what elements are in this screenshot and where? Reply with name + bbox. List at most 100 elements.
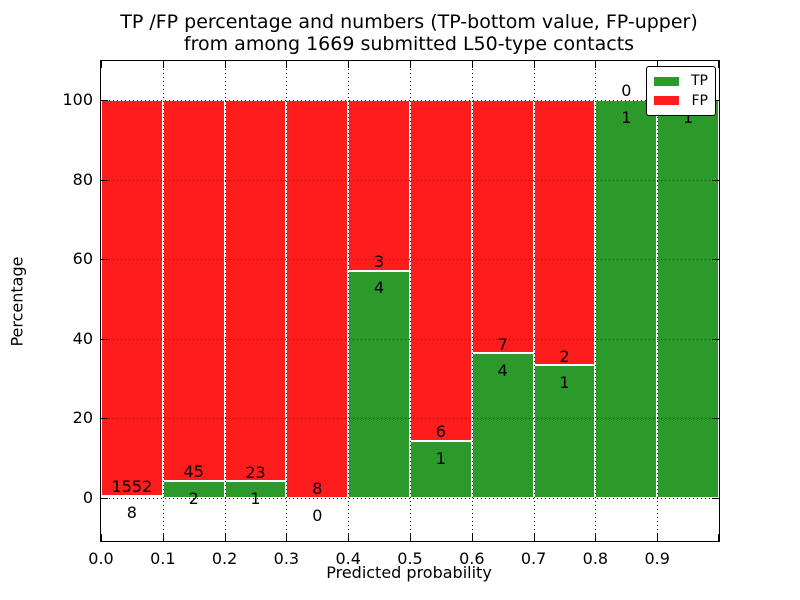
bar-count-label-tp: 1 (559, 372, 570, 392)
x-tick-mark (162, 61, 164, 68)
bar-segment-fp (162, 100, 225, 482)
x-axis-label: Predicted probability (326, 563, 492, 582)
y-tick-mark (101, 179, 108, 181)
bar-count-label-tp: 2 (188, 488, 199, 508)
y-tick-label: 0 (82, 488, 93, 507)
bar-count-label-tp: 1 (435, 448, 446, 468)
x-tick-mark (657, 534, 659, 541)
y-tick-mark (101, 338, 108, 340)
bar-count-label-fp: 7 (497, 334, 508, 354)
bar-segment-tp (410, 441, 472, 498)
legend-item: TP (654, 74, 708, 88)
x-tick-mark (101, 534, 102, 541)
x-tick-label: 0.3 (273, 549, 300, 568)
x-tick-mark (410, 61, 411, 68)
gridline-vertical (410, 61, 411, 541)
gridline-vertical (224, 61, 226, 541)
bar-count-label-tp: 1 (683, 107, 694, 127)
x-tick-mark (471, 61, 473, 68)
fp-swatch-icon (654, 96, 679, 106)
x-tick-mark (286, 534, 288, 541)
legend-item-label: TP (691, 73, 708, 90)
bar-count-label-tp: 8 (126, 503, 137, 523)
chart-title-line1: TP /FP percentage and numbers (TP-bottom… (120, 11, 698, 33)
x-tick-label: 0.5 (397, 549, 423, 568)
y-tick-label: 40 (72, 328, 93, 348)
y-tick-mark (712, 179, 719, 181)
y-tick-label: 60 (72, 249, 93, 269)
x-tick-label: 0.6 (459, 549, 485, 568)
gridline-vertical (657, 61, 659, 541)
x-tick-mark (471, 534, 473, 541)
legend: TP FP (646, 66, 716, 116)
x-tick-mark (410, 534, 411, 541)
bar-segment-tp (595, 100, 658, 498)
x-tick-mark (533, 61, 535, 68)
legend-item: FP (654, 94, 708, 108)
bar-count-label-fp: 1552 (111, 477, 153, 497)
bar-segment-tp (101, 495, 163, 498)
bar-count-label-tp: 1 (621, 107, 632, 127)
bars-layer (101, 61, 719, 541)
bar-count-label-fp: 2 (559, 346, 570, 366)
x-tick-mark (718, 61, 719, 68)
x-tick-mark (224, 61, 226, 68)
gridline-vertical (286, 61, 288, 541)
bar-segment-fp (224, 100, 287, 482)
y-tick-mark (712, 338, 719, 340)
bar-count-label-fp: 23 (245, 462, 266, 482)
x-tick-mark (101, 61, 102, 68)
y-tick-mark (712, 418, 719, 420)
y-tick-mark (101, 418, 108, 420)
y-tick-mark (101, 259, 108, 261)
x-tick-mark (162, 534, 164, 541)
x-tick-label: 0.9 (644, 549, 670, 568)
gridline-vertical (595, 61, 597, 541)
x-tick-mark (348, 534, 350, 541)
x-tick-mark (224, 534, 226, 541)
y-tick-mark (712, 498, 719, 499)
y-tick-label: 100 (62, 90, 93, 109)
bar-count-label-fp: 45 (183, 462, 204, 482)
bar-segment-tp (348, 270, 410, 498)
x-tick-label: 0.1 (150, 549, 176, 568)
x-tick-label: 0.0 (88, 549, 114, 568)
bar-count-label-tp: 1 (250, 488, 261, 508)
bar-count-label-tp: 4 (374, 278, 385, 298)
tp-swatch-icon (654, 76, 679, 86)
y-tick-label: 20 (72, 408, 93, 428)
y-axis-label: Percentage (7, 256, 27, 347)
bar-count-label-fp: 6 (435, 422, 446, 442)
y-tick-label: 80 (72, 169, 93, 189)
bar-segment-fp (348, 100, 410, 271)
bar-segment-fp (101, 100, 163, 496)
gridline-vertical (162, 61, 164, 541)
x-tick-mark (286, 61, 288, 68)
y-tick-mark (712, 259, 719, 261)
chart-title-line2: from among 1669 submitted L50-type conta… (183, 33, 635, 55)
grid-layer (101, 61, 719, 541)
bar-count-label-fp: 8 (312, 479, 323, 499)
ticks-layer (101, 61, 719, 541)
x-tick-label: 0.7 (520, 549, 547, 568)
x-tick-label: 0.4 (335, 549, 361, 568)
x-tick-label: 0.8 (582, 549, 609, 568)
gridline-vertical (348, 61, 350, 541)
x-tick-label: 0.2 (211, 549, 238, 568)
bar-count-label-tp: 4 (497, 360, 508, 380)
bar-segment-tp (657, 100, 719, 498)
bar-count-label-fp: 3 (374, 251, 385, 271)
gridline-vertical (471, 61, 473, 541)
gridline-vertical (533, 61, 535, 541)
chart-title: TP /FP percentage and numbers (TP-bottom… (100, 11, 718, 55)
x-tick-mark (595, 534, 597, 541)
x-tick-mark (595, 61, 597, 68)
y-tick-mark (101, 498, 108, 499)
y-tick-mark (101, 100, 108, 101)
bar-segment-fp (533, 100, 596, 366)
bar-segment-fp (410, 100, 472, 442)
x-tick-mark (657, 61, 659, 68)
x-tick-mark (348, 61, 350, 68)
